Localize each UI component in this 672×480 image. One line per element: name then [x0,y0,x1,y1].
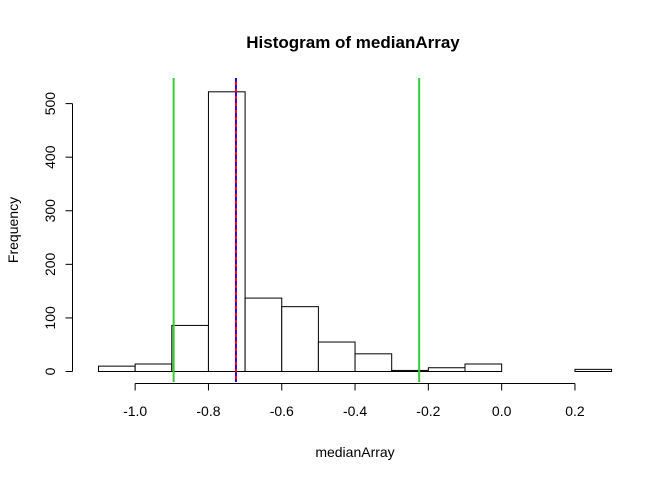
y-tick-label: 100 [42,306,58,330]
histogram-bar [171,324,209,373]
y-tick-label: 200 [42,252,58,276]
x-axis-label: medianArray [315,444,394,460]
x-tick-label: -0.4 [343,403,367,419]
histogram-bar [391,369,429,373]
x-tick-label: 0.2 [565,403,585,419]
histogram-bar [317,341,356,373]
y-tick-label: 500 [42,92,58,116]
x-tick-label: -1.0 [123,403,147,419]
y-tick-label: 400 [42,145,58,169]
y-axis-label: Frequency [5,197,21,263]
x-tick-label: -0.2 [416,403,440,419]
histogram-bar [281,306,319,373]
histogram-bar [134,363,173,373]
chart-title: Histogram of medianArray [246,33,460,52]
reference-lines-group [172,78,421,382]
histogram-bar [574,368,613,373]
y-tick-label: 0 [42,367,58,375]
histogram-bar [354,353,393,373]
histogram-bar [207,91,246,372]
bars-group [98,91,613,373]
histogram-bar [98,365,136,372]
y-axis: 0 100 200 300 400 500 [42,92,73,375]
x-axis: -1.0 -0.8 -0.6 -0.4 -0.2 0.0 0.2 [123,383,585,419]
y-tick-label: 300 [42,199,58,223]
histogram-bar [244,297,283,372]
histogram-bar [427,367,466,372]
x-tick-label: -0.6 [270,403,294,419]
x-tick-label: 0.0 [492,403,512,419]
histogram-bar [464,363,503,373]
x-tick-label: -0.8 [196,403,220,419]
